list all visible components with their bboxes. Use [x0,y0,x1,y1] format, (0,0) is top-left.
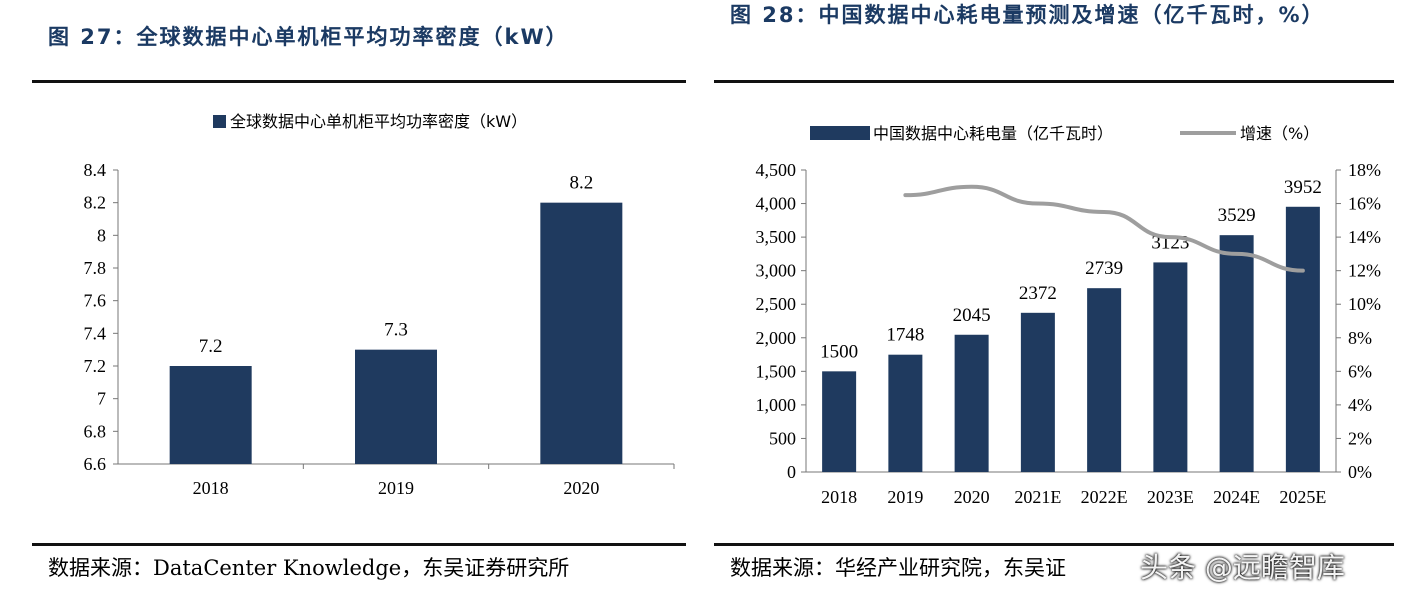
y-tick-label: 7.4 [84,323,107,343]
y2-tick-label: 12% [1348,261,1381,281]
y2-tick-label: 0% [1348,462,1372,482]
legend-swatch-bar [810,126,870,140]
data-label: 2372 [1019,283,1057,304]
x-tick-label: 2025E [1279,487,1326,507]
data-label: 3529 [1218,205,1256,226]
y-tick-label: 3,000 [756,261,797,281]
power-density-bar-chart: 全球数据中心单机柜平均功率密度（kW） 6.6 6.8 7 7.2 7.4 7.6 7.8 8 8… [84,112,675,498]
legend-label-line: 增速（%） [1240,124,1319,143]
energy-consumption-combo-chart: 中国数据中心耗电量（亿千瓦时） 增速（%） 0 500 1,000 1,500 2,000 2… [756,124,1382,507]
x-tick-label: 2020 [563,478,599,498]
watermark: 头条 @远瞻智库 [1140,551,1345,584]
bar [1285,206,1320,472]
x-tick-label: 2022E [1081,487,1128,507]
data-label: 3952 [1284,177,1322,198]
y-tick-label: 500 [769,428,796,448]
x-tick-label: 2020 [954,487,990,507]
source-rule [32,543,686,546]
figure-28-title: 图 28：中国数据中心耗电量预测及增速（亿千瓦时，%） [730,3,1325,27]
y2-tick-label: 4% [1348,395,1372,415]
figure-28-panel: 图 28：中国数据中心耗电量预测及增速（亿千瓦时，%） 中国数据中心耗电量（亿千… [714,0,1394,600]
legend-label-bar: 中国数据中心耗电量（亿千瓦时） [873,124,1113,143]
x-tick-label: 2024E [1213,487,1260,507]
x-tick-label: 2018 [821,487,857,507]
y-tick-label: 7.6 [84,291,107,311]
y-tick-label: 7 [97,389,106,409]
bar [1020,312,1055,472]
y-tick-label: 8 [97,225,106,245]
data-label: 1748 [886,325,924,346]
y-tick-label: 6.6 [84,454,107,474]
title-rule [32,80,686,83]
x-tick-label: 2019 [887,487,923,507]
y-tick-label: 8.4 [84,160,107,180]
y-tick-label: 6.8 [84,421,107,441]
y2-tick-label: 2% [1348,428,1372,448]
y-tick-label: 8.2 [84,193,107,213]
figure-27-title: 图 27：全球数据中心单机柜平均功率密度（kW） [48,25,569,49]
y-tick-label: 4,500 [756,160,797,180]
data-label: 2739 [1085,258,1123,279]
data-label: 7.3 [384,320,408,341]
y2-tick-label: 14% [1348,227,1381,247]
source-rule [714,543,1394,546]
data-label: 2045 [953,305,991,326]
y-tick-label: 3,500 [756,227,797,247]
legend-swatch [213,115,226,128]
y-tick-label: 1,000 [756,395,797,415]
figure-27-source: 数据来源：DataCenter Knowledge，东吴证券研究所 [48,556,570,580]
bar [355,349,437,464]
y-tick-label: 7.2 [84,356,107,376]
figure-28-source: 数据来源：华经产业研究院，东吴证 [730,556,1066,580]
data-label: 1500 [820,341,858,362]
y-tick-label: 2,500 [756,294,797,314]
y-tick-label: 2,000 [756,328,797,348]
y-tick-label: 0 [787,462,796,482]
y-tick-label: 1,500 [756,361,797,381]
y-tick-label: 4,000 [756,194,797,214]
bar [888,354,923,472]
bar [1219,235,1254,472]
y2-tick-label: 16% [1348,194,1381,214]
y2-tick-label: 8% [1348,328,1372,348]
y2-tick-label: 10% [1348,294,1381,314]
data-label: 8.2 [569,173,593,194]
y2-tick-label: 18% [1348,160,1381,180]
title-rule [714,80,1394,83]
legend-label: 全球数据中心单机柜平均功率密度（kW） [230,112,527,131]
bar [822,371,857,472]
x-tick-label: 2018 [193,478,229,498]
x-tick-label: 2023E [1147,487,1194,507]
y2-tick-label: 6% [1348,361,1372,381]
data-label: 7.2 [199,336,223,357]
bar [1153,262,1188,472]
figure-27-panel: 图 27：全球数据中心单机柜平均功率密度（kW） 全球数据中心单机柜平均功率密度… [32,0,686,600]
y-tick-label: 7.8 [84,258,107,278]
bar [540,202,623,464]
x-tick-label: 2019 [378,478,414,498]
bar [169,366,252,464]
bar [1087,288,1122,472]
bar [954,334,989,472]
x-tick-label: 2021E [1014,487,1061,507]
